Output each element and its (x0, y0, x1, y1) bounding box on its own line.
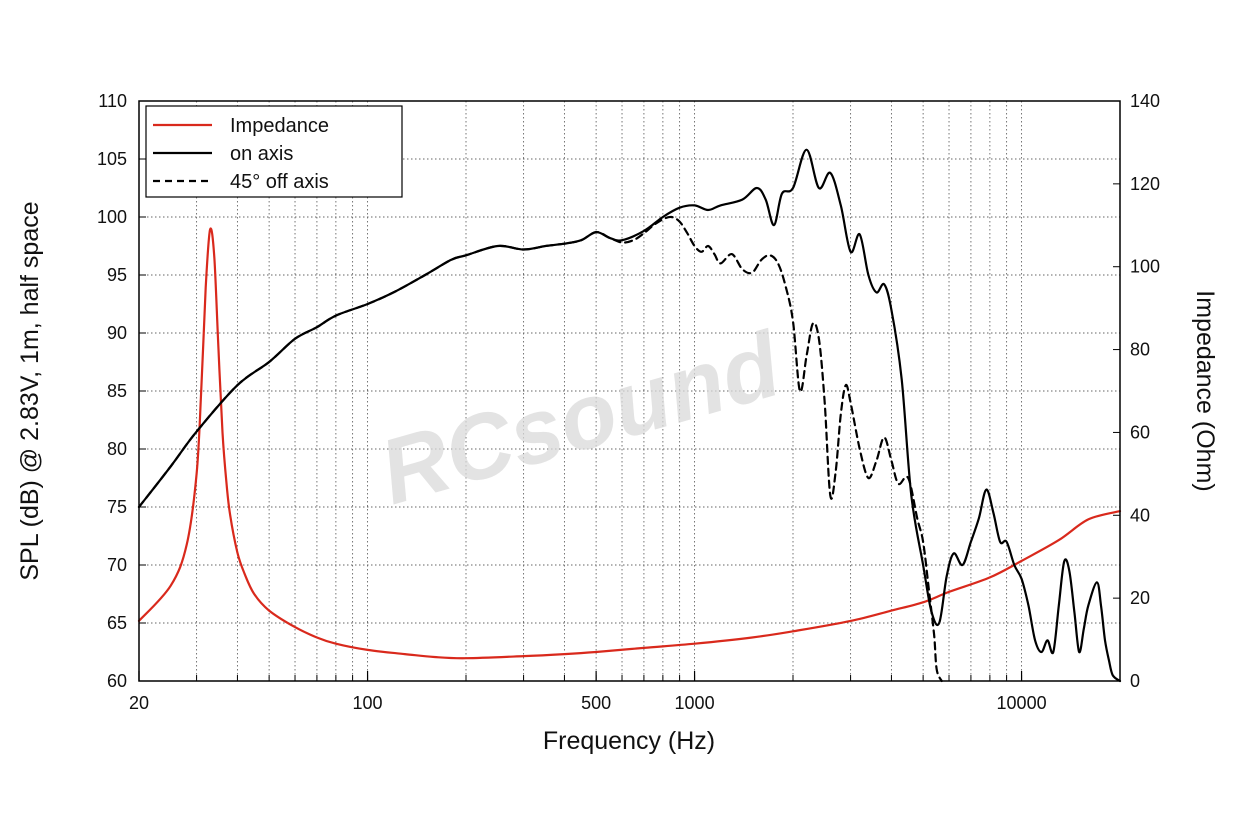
y-tick-label: 60 (107, 671, 127, 691)
axis-ticks: 60 65 70 75 80 85 90 95 100 105 110 0 20 40 60 80 100 120… (97, 91, 1160, 713)
y-tick-label: 70 (107, 555, 127, 575)
y-tick-label: 95 (107, 265, 127, 285)
series-line-on-axis (137, 148, 1122, 683)
x-tick-label: 100 (353, 693, 383, 713)
y-tick-label: 85 (107, 381, 127, 401)
legend-box (145, 105, 403, 198)
y2-tick-label: 20 (1130, 588, 1150, 608)
series-line-impedance (137, 227, 1122, 660)
y2-tick-label: 140 (1130, 91, 1160, 111)
legend-label-on-axis: on axis (230, 143, 293, 165)
series-lines (137, 148, 1122, 683)
legend: Impedance on axis 45° off axis (145, 105, 403, 198)
legend-label-impedance: Impedance (230, 115, 329, 137)
y2-tick-label: 0 (1130, 671, 1140, 691)
y-tick-label: 80 (107, 439, 127, 459)
y2-tick-label: 120 (1130, 174, 1160, 194)
x-axis-title: Frequency (Hz) (543, 727, 715, 755)
y2-tick-label: 100 (1130, 257, 1160, 277)
y-tick-label: 100 (97, 207, 127, 227)
y-tick-label: 90 (107, 323, 127, 343)
watermark-text: RCsound (369, 313, 792, 524)
y-tick-label: 75 (107, 497, 127, 517)
y-axis-title: SPL (dB) @ 2.83V, 1m, half space (16, 201, 44, 580)
y2-tick-label: 80 (1130, 340, 1150, 360)
y-tick-label: 110 (98, 91, 127, 111)
series-line-45-off-axis (137, 215, 943, 683)
y2-axis-title: Impedance (Ohm) (1191, 290, 1219, 491)
y-tick-label: 105 (97, 149, 127, 169)
legend-label-off-axis: 45° off axis (230, 171, 329, 193)
y2-tick-label: 40 (1130, 505, 1150, 525)
y-tick-label: 65 (107, 613, 127, 633)
x-tick-label: 20 (129, 693, 149, 713)
grid-lines (139, 101, 1120, 681)
x-tick-label: 500 (581, 693, 611, 713)
x-tick-label: 1000 (675, 693, 715, 713)
x-tick-label: 10000 (997, 693, 1047, 713)
y2-tick-label: 60 (1130, 422, 1150, 442)
